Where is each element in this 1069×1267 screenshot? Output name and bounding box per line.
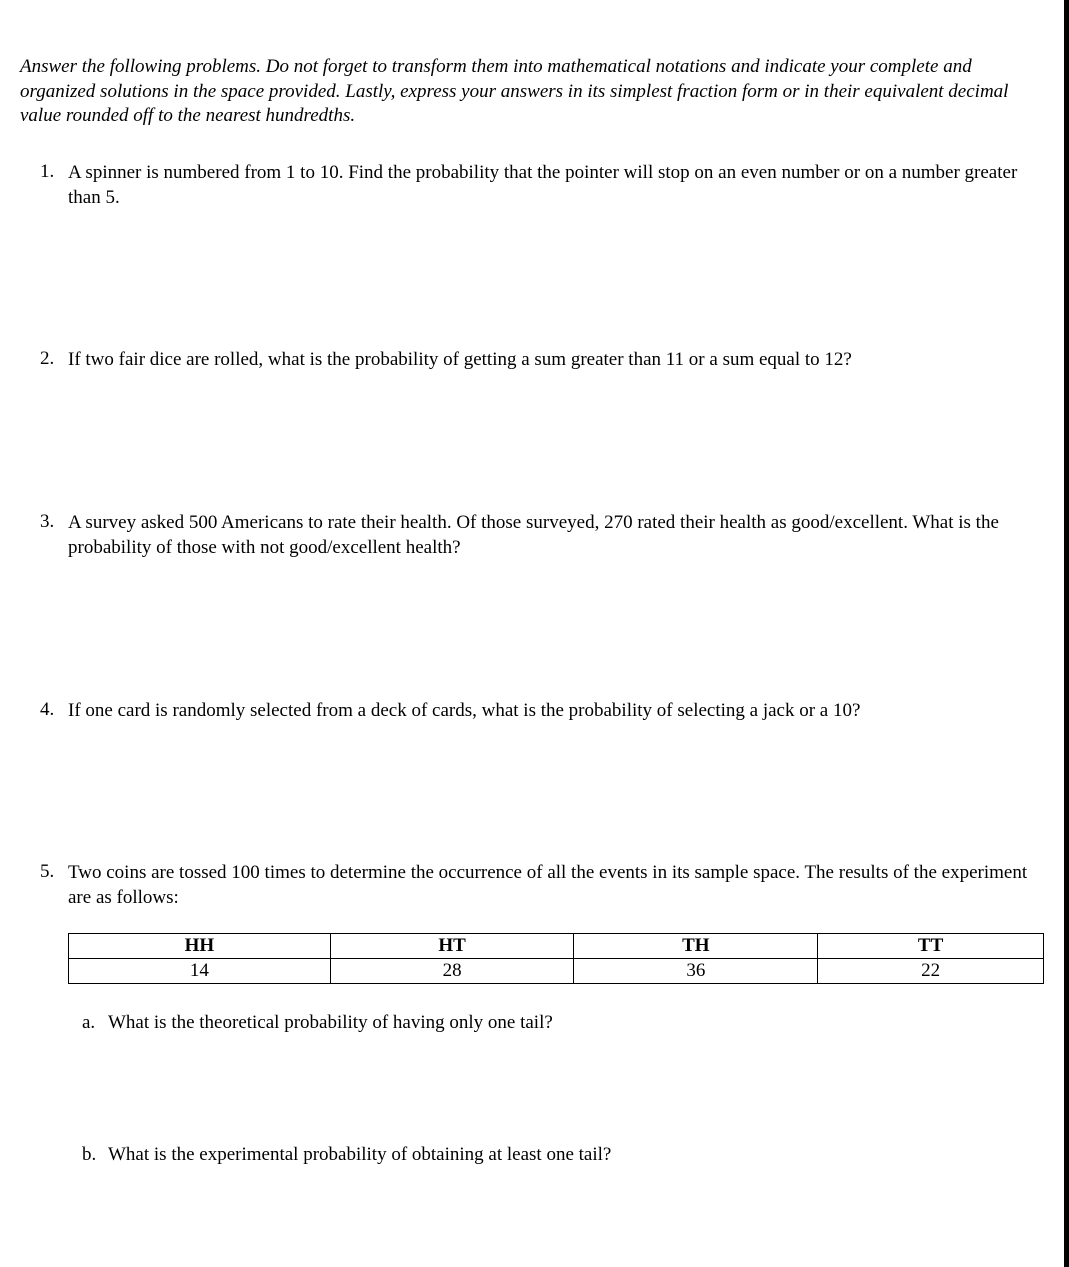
problem-number: 2. (40, 348, 54, 370)
table-header-row: HH HT TH TT (69, 933, 1044, 958)
sub-problem-list: a. What is the theoretical probability o… (68, 1012, 1044, 1166)
table-cell: 36 (574, 958, 818, 983)
problem-text: Two coins are tossed 100 times to determ… (68, 861, 1044, 910)
table-header-cell: HT (330, 933, 574, 958)
table-cell: 28 (330, 958, 574, 983)
table-header-cell: TT (818, 933, 1044, 958)
problem-text: If one card is randomly selected from a … (68, 699, 1044, 724)
problem-1: 1. A spinner is numbered from 1 to 10. F… (68, 161, 1044, 210)
sub-letter: b. (82, 1144, 96, 1166)
sub-problem-text: What is the experimental probability of … (108, 1144, 1044, 1166)
problem-number: 5. (40, 861, 54, 883)
sub-problem-text: What is the theoretical probability of h… (108, 1012, 1044, 1034)
table-header-cell: HH (69, 933, 331, 958)
sub-letter: a. (82, 1012, 95, 1034)
table-cell: 22 (818, 958, 1044, 983)
sub-problem-b: b. What is the experimental probability … (108, 1144, 1044, 1166)
problem-3: 3. A survey asked 500 Americans to rate … (68, 511, 1044, 560)
problem-text: If two fair dice are rolled, what is the… (68, 348, 1044, 373)
table-header-cell: TH (574, 933, 818, 958)
sub-problem-a: a. What is the theoretical probability o… (108, 1012, 1044, 1034)
problem-2: 2. If two fair dice are rolled, what is … (68, 348, 1044, 373)
problem-number: 4. (40, 699, 54, 721)
problem-number: 3. (40, 511, 54, 533)
problem-text: A spinner is numbered from 1 to 10. Find… (68, 161, 1044, 210)
instructions-text: Answer the following problems. Do not fo… (20, 55, 1044, 129)
problem-4: 4. If one card is randomly selected from… (68, 699, 1044, 724)
problem-text: A survey asked 500 Americans to rate the… (68, 511, 1044, 560)
problem-5: 5. Two coins are tossed 100 times to det… (68, 861, 1044, 1165)
problem-list: 1. A spinner is numbered from 1 to 10. F… (20, 161, 1044, 1166)
table-cell: 14 (69, 958, 331, 983)
problem-number: 1. (40, 161, 54, 183)
results-table: HH HT TH TT 14 28 36 22 (68, 933, 1044, 984)
table-row: 14 28 36 22 (69, 958, 1044, 983)
